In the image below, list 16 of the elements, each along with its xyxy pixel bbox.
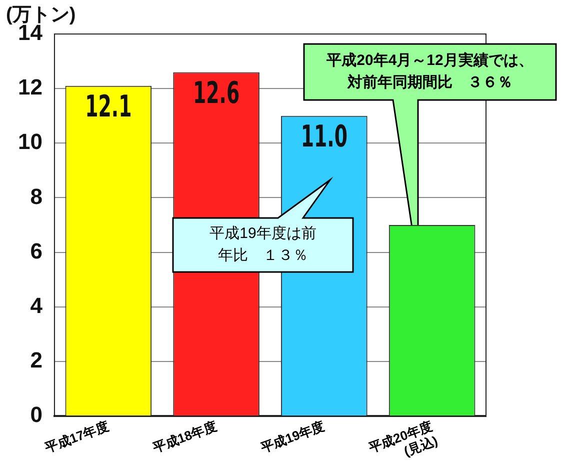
x-tick-label: 平成17年度 [42, 418, 111, 456]
data-label: 11.0 [300, 120, 348, 155]
y-tick-label: 8 [30, 184, 42, 209]
y-tick-label: 10 [18, 129, 42, 154]
y-tick-label: 12 [18, 74, 42, 100]
x-tick-label: 平成20年度 (見込) [366, 418, 440, 459]
y-tick-label: 0 [30, 402, 42, 428]
x-tick-label: 平成19年度 [258, 418, 326, 456]
y-tick-label: 4 [30, 292, 44, 318]
annotation: 平成19年度は前年比 １３％ [210, 225, 316, 264]
annotation: 平成20年4月～12月実績では、対前年同期間比 ３６％ [326, 51, 534, 92]
y-tick-label: 6 [30, 238, 42, 264]
data-label: 12.6 [193, 76, 240, 112]
y-tick-label: 2 [30, 347, 42, 372]
data-label: 12.1 [85, 90, 132, 125]
x-tick-label: 平成18年度 [150, 418, 219, 456]
